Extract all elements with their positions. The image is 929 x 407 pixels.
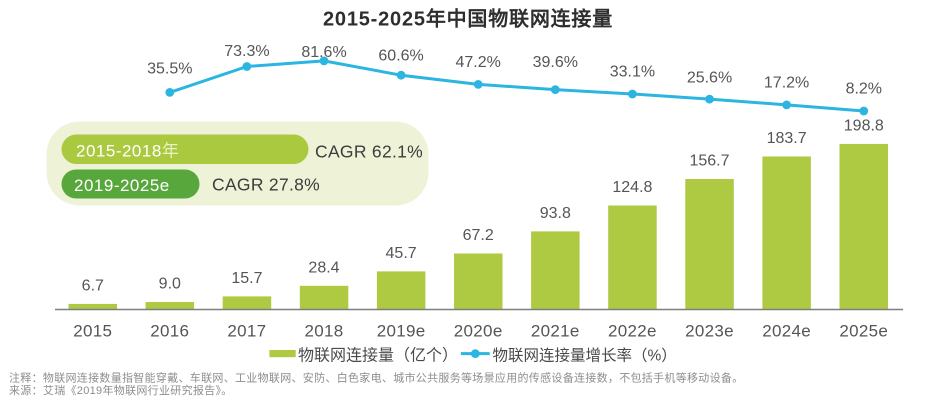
svg-text:33.1%: 33.1% xyxy=(610,64,655,81)
svg-text:CAGR 62.1%: CAGR 62.1% xyxy=(315,142,423,162)
svg-text:物联网连接量增长率（%）: 物联网连接量增长率（%） xyxy=(493,347,677,365)
svg-text:17.2%: 17.2% xyxy=(764,75,809,92)
svg-text:6.7: 6.7 xyxy=(82,277,104,294)
svg-text:2018: 2018 xyxy=(304,322,343,341)
svg-text:28.4: 28.4 xyxy=(308,259,339,276)
svg-text:2015-2018年: 2015-2018年 xyxy=(76,142,179,161)
svg-text:93.8: 93.8 xyxy=(540,205,571,222)
svg-text:35.5%: 35.5% xyxy=(147,61,192,78)
svg-text:73.3%: 73.3% xyxy=(224,43,269,60)
svg-text:2017: 2017 xyxy=(227,322,266,341)
svg-text:183.7: 183.7 xyxy=(767,130,807,147)
svg-text:2015: 2015 xyxy=(73,322,112,341)
svg-text:15.7: 15.7 xyxy=(231,270,262,287)
svg-text:25.6%: 25.6% xyxy=(687,70,732,87)
svg-text:2015-2025年中国物联网连接量: 2015-2025年中国物联网连接量 xyxy=(323,7,613,31)
svg-text:45.7: 45.7 xyxy=(386,245,417,262)
svg-text:2025e: 2025e xyxy=(839,322,888,341)
svg-text:2016: 2016 xyxy=(150,322,189,341)
svg-text:2019e: 2019e xyxy=(377,322,426,341)
svg-text:47.2%: 47.2% xyxy=(456,54,501,71)
svg-text:2020e: 2020e xyxy=(454,322,503,341)
svg-text:2019-2025e: 2019-2025e xyxy=(74,176,170,195)
svg-text:124.8: 124.8 xyxy=(612,179,652,196)
svg-text:67.2: 67.2 xyxy=(463,227,494,244)
svg-text:39.6%: 39.6% xyxy=(533,54,578,71)
svg-text:156.7: 156.7 xyxy=(689,153,729,170)
svg-text:2023e: 2023e xyxy=(685,322,734,341)
svg-text:81.6%: 81.6% xyxy=(301,44,346,61)
svg-text:2021e: 2021e xyxy=(531,322,580,341)
svg-text:2022e: 2022e xyxy=(608,322,657,341)
svg-text:物联网连接量（亿个）: 物联网连接量（亿个） xyxy=(298,347,458,365)
svg-text:2024e: 2024e xyxy=(762,322,811,341)
svg-text:198.8: 198.8 xyxy=(844,117,884,134)
svg-text:注释：物联网连接数量指智能穿戴、车联网、工业物联网、安防、白: 注释：物联网连接数量指智能穿戴、车联网、工业物联网、安防、白色家电、城市公共服务… xyxy=(9,371,744,385)
svg-text:8.2%: 8.2% xyxy=(846,81,882,98)
svg-text:来源：艾瑞《2019年物联网行业研究报告》。: 来源：艾瑞《2019年物联网行业研究报告》。 xyxy=(9,383,233,397)
svg-text:CAGR 27.8%: CAGR 27.8% xyxy=(212,175,320,195)
svg-text:60.6%: 60.6% xyxy=(378,48,423,65)
svg-text:9.0: 9.0 xyxy=(159,276,181,293)
